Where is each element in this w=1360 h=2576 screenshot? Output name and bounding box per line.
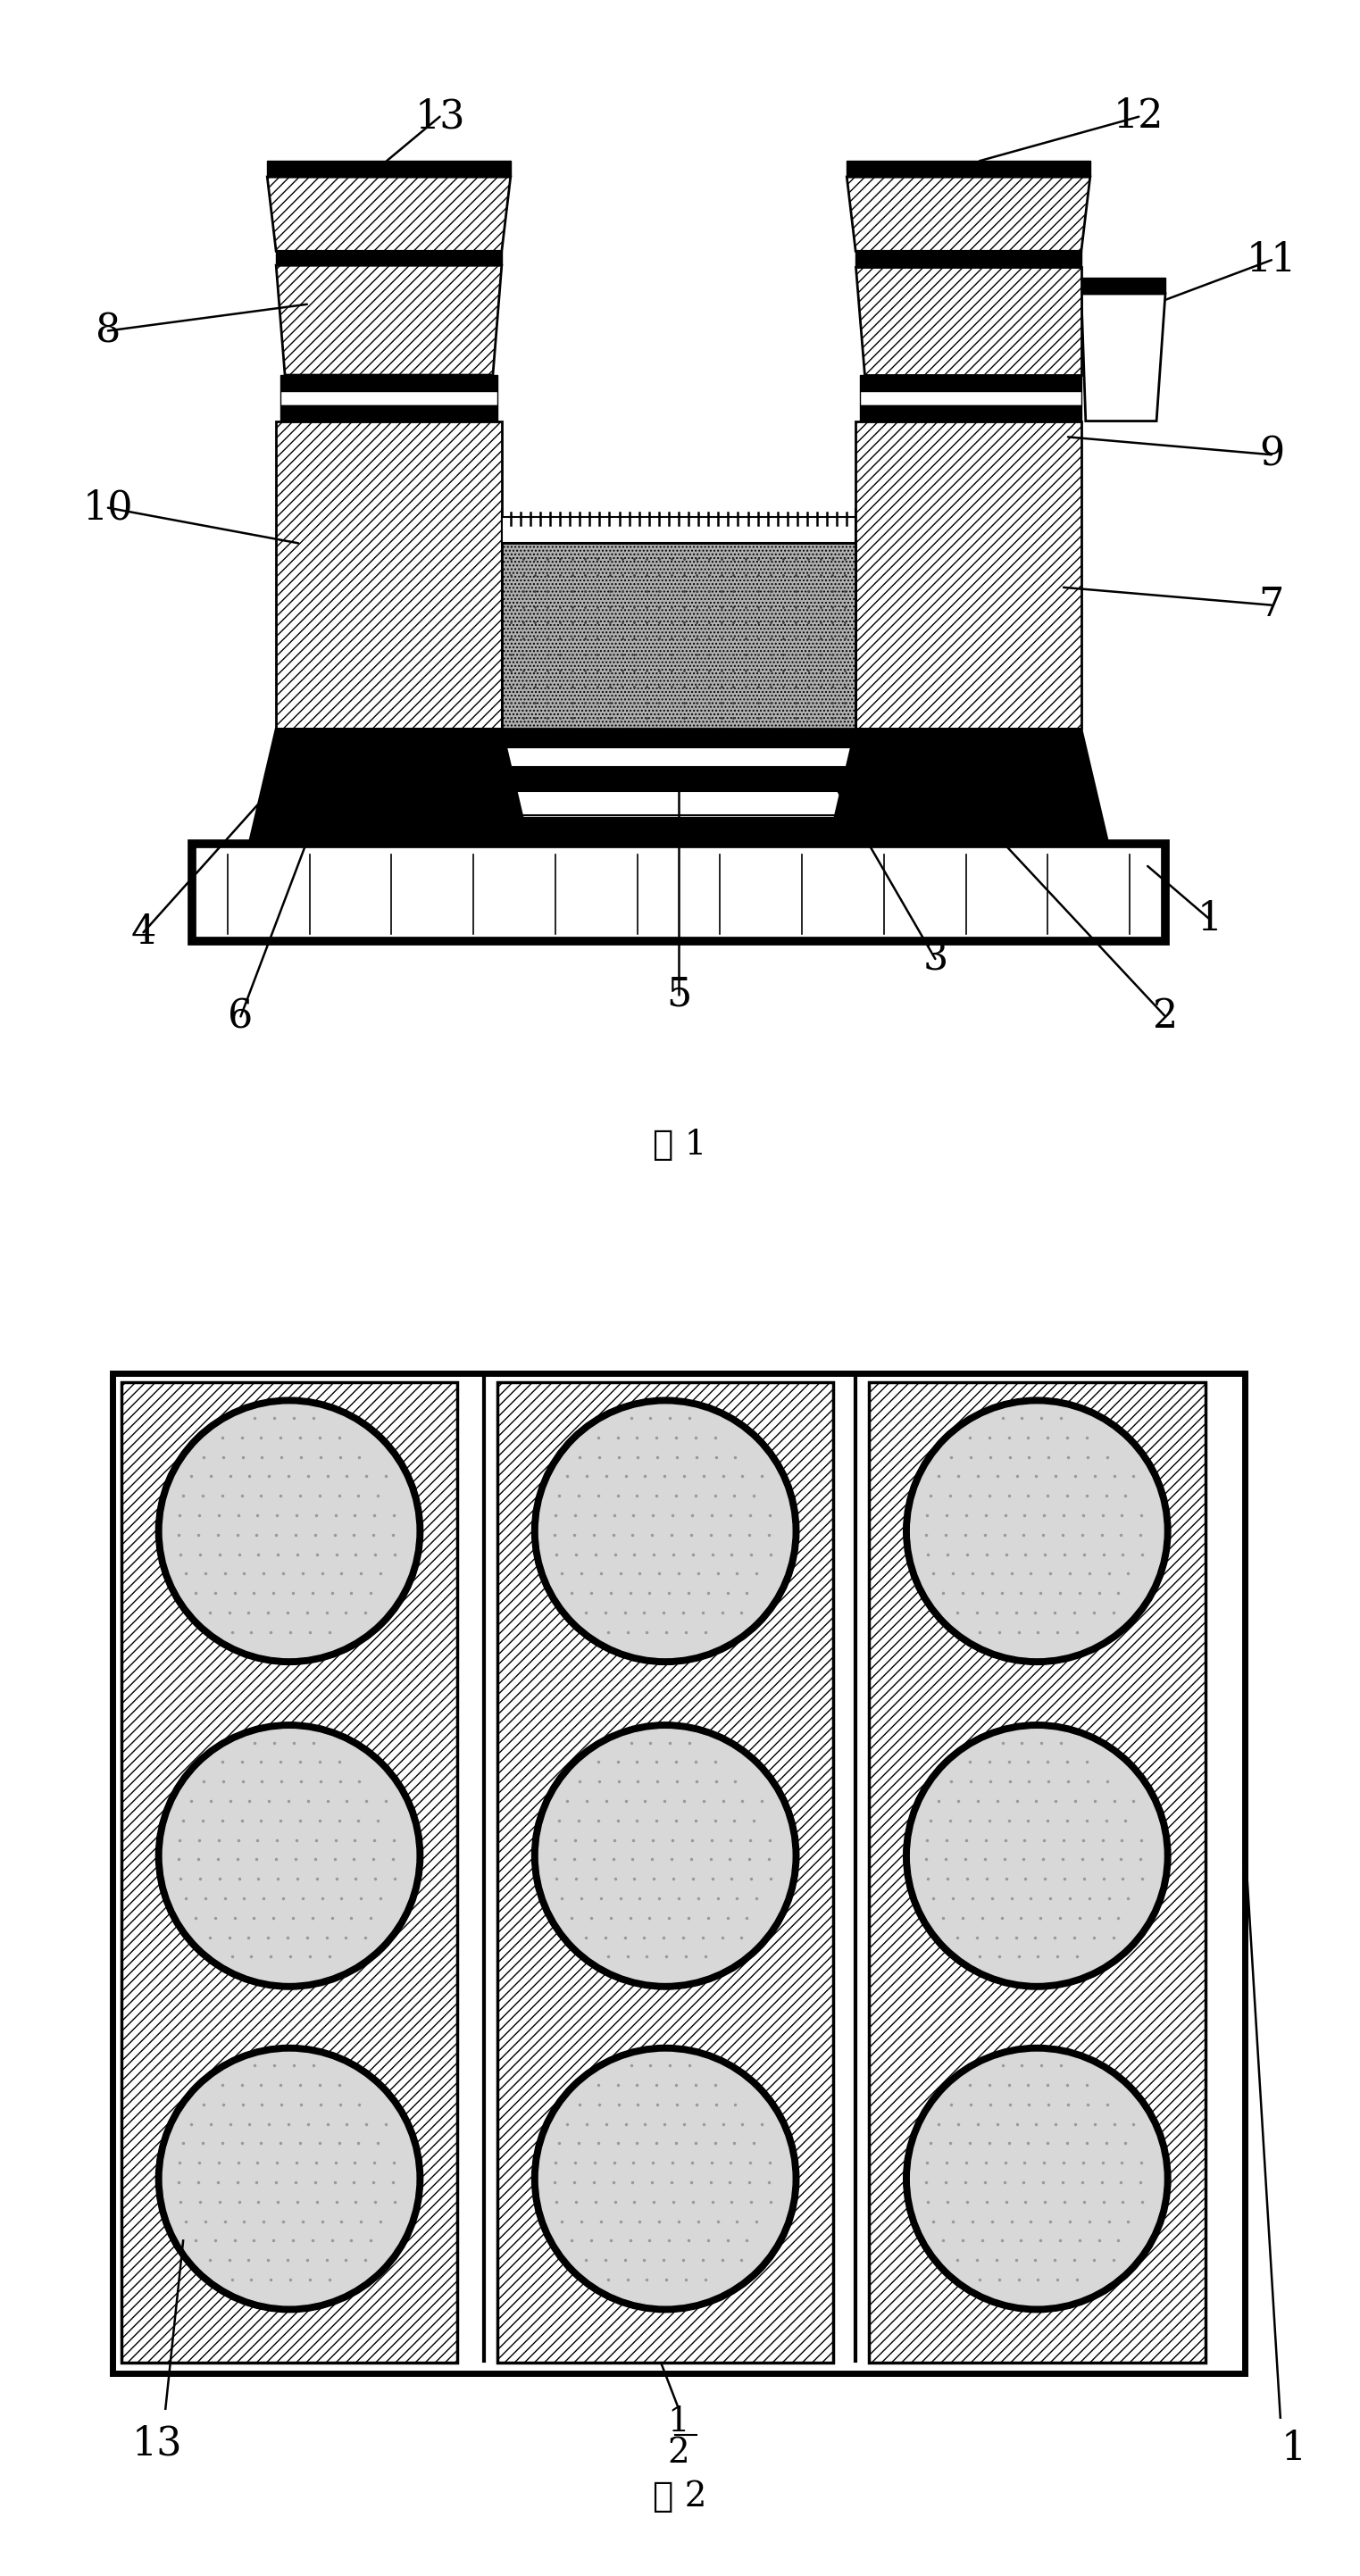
Polygon shape <box>855 420 1081 729</box>
Bar <box>860 376 1081 392</box>
Bar <box>847 160 1091 178</box>
Text: 8: 8 <box>95 312 121 350</box>
Circle shape <box>156 2045 423 2313</box>
Bar <box>303 747 1024 768</box>
Polygon shape <box>855 268 1081 376</box>
Circle shape <box>532 1723 800 1989</box>
Bar <box>280 392 498 404</box>
Text: 图 1: 图 1 <box>653 1128 706 1162</box>
Polygon shape <box>276 420 502 729</box>
Circle shape <box>539 2053 792 2306</box>
Text: 11: 11 <box>1246 240 1296 278</box>
Circle shape <box>539 1404 792 1656</box>
Bar <box>267 160 510 178</box>
Text: 12: 12 <box>1114 98 1164 137</box>
Polygon shape <box>847 178 1091 252</box>
Bar <box>303 729 1024 747</box>
Text: 13: 13 <box>415 98 465 137</box>
Bar <box>113 1373 1244 2372</box>
Polygon shape <box>267 178 510 252</box>
Polygon shape <box>249 729 528 842</box>
Bar <box>303 817 1024 842</box>
Bar <box>855 252 1081 268</box>
Bar <box>502 518 855 544</box>
Circle shape <box>910 1728 1164 1984</box>
Bar <box>502 544 855 729</box>
Text: 1: 1 <box>1197 899 1223 938</box>
Circle shape <box>163 1404 416 1656</box>
Text: 4: 4 <box>131 912 156 951</box>
Bar <box>280 404 498 420</box>
Text: 1: 1 <box>1281 2429 1306 2468</box>
Circle shape <box>903 1723 1171 1989</box>
Text: 图 2: 图 2 <box>653 2481 707 2514</box>
Bar <box>498 1383 834 2362</box>
Circle shape <box>910 2053 1164 2306</box>
Circle shape <box>156 1723 423 1989</box>
Circle shape <box>910 1404 1164 1656</box>
Circle shape <box>539 1728 792 1984</box>
Text: 2: 2 <box>668 2437 690 2470</box>
Circle shape <box>532 1399 800 1664</box>
Text: 10: 10 <box>83 489 133 528</box>
Text: 1: 1 <box>668 2406 690 2439</box>
Bar <box>303 768 1024 788</box>
Bar <box>860 404 1081 420</box>
Polygon shape <box>830 729 1108 842</box>
Circle shape <box>903 1399 1171 1664</box>
Bar <box>192 845 1166 940</box>
Circle shape <box>163 1728 416 1984</box>
Bar <box>276 252 502 265</box>
Text: 13: 13 <box>132 2424 182 2463</box>
Bar <box>121 1383 457 2362</box>
Circle shape <box>903 2045 1171 2313</box>
Polygon shape <box>276 265 502 376</box>
Bar <box>280 376 498 392</box>
Circle shape <box>532 2045 800 2313</box>
Text: 5: 5 <box>666 976 691 1012</box>
Text: 6: 6 <box>228 997 253 1036</box>
Polygon shape <box>1081 294 1166 420</box>
Text: 2: 2 <box>1153 997 1178 1036</box>
Text: 7: 7 <box>1259 585 1284 623</box>
Bar <box>869 1383 1205 2362</box>
Circle shape <box>156 1399 423 1664</box>
Text: 9: 9 <box>1259 435 1284 474</box>
Bar <box>303 791 1024 817</box>
Bar <box>1081 278 1166 294</box>
Bar <box>860 392 1081 404</box>
Circle shape <box>163 2053 416 2306</box>
Text: 3: 3 <box>922 940 948 979</box>
